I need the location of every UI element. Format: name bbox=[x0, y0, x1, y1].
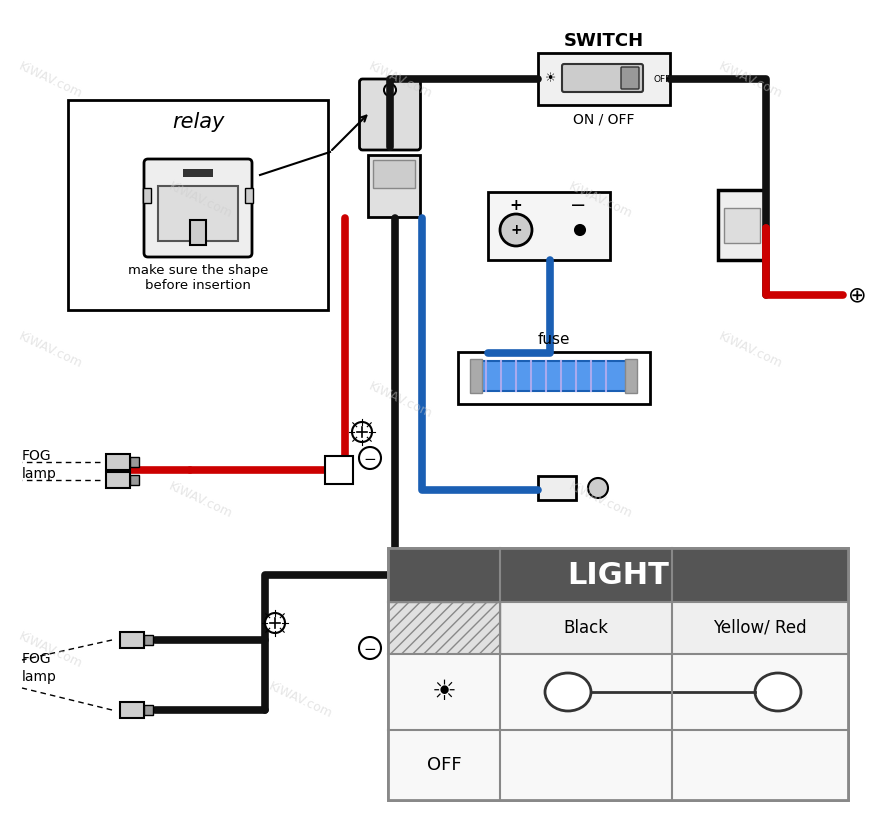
Bar bbox=[120, 632, 144, 648]
Bar bbox=[144, 635, 153, 645]
Text: KiWAV.com: KiWAV.com bbox=[715, 59, 783, 100]
Bar bbox=[388, 602, 847, 654]
Bar bbox=[388, 548, 847, 800]
Text: KiWAV.com: KiWAV.com bbox=[166, 179, 234, 220]
Text: KiWAV.com: KiWAV.com bbox=[566, 479, 634, 521]
Text: ⊕: ⊕ bbox=[847, 285, 866, 305]
Text: Yellow/ Red: Yellow/ Red bbox=[713, 619, 806, 637]
Bar bbox=[182, 169, 213, 177]
Text: +: + bbox=[509, 197, 521, 213]
Text: KiWAV.com: KiWAV.com bbox=[566, 179, 634, 220]
Bar bbox=[388, 730, 847, 800]
FancyBboxPatch shape bbox=[144, 159, 252, 257]
Text: KiWAV.com: KiWAV.com bbox=[17, 329, 83, 371]
Text: −: − bbox=[569, 196, 586, 214]
Bar bbox=[624, 359, 636, 393]
Text: KiWAV.com: KiWAV.com bbox=[715, 629, 783, 671]
Bar bbox=[475, 361, 630, 391]
Bar bbox=[457, 352, 649, 404]
Text: FOG
lamp: FOG lamp bbox=[22, 449, 56, 481]
Bar bbox=[120, 702, 144, 718]
Text: KiWAV.com: KiWAV.com bbox=[166, 479, 234, 521]
Bar bbox=[129, 475, 139, 485]
Circle shape bbox=[383, 84, 395, 96]
Circle shape bbox=[359, 447, 381, 469]
Bar bbox=[717, 190, 765, 260]
Text: OFF: OFF bbox=[653, 74, 670, 83]
Bar bbox=[325, 456, 353, 484]
Circle shape bbox=[359, 637, 381, 659]
Bar bbox=[368, 155, 420, 217]
Circle shape bbox=[352, 422, 372, 442]
Text: KiWAV.com: KiWAV.com bbox=[266, 680, 334, 720]
Bar bbox=[245, 188, 253, 203]
Text: LIGHT: LIGHT bbox=[567, 561, 668, 589]
Bar bbox=[537, 476, 575, 500]
Bar bbox=[129, 457, 139, 467]
Circle shape bbox=[500, 214, 531, 246]
Bar bbox=[388, 654, 847, 730]
Text: KiWAV.com: KiWAV.com bbox=[566, 680, 634, 720]
Bar bbox=[144, 705, 153, 715]
Text: FOG
lamp: FOG lamp bbox=[22, 652, 56, 684]
Bar bbox=[158, 186, 238, 240]
Bar bbox=[68, 100, 328, 310]
Text: KiWAV.com: KiWAV.com bbox=[17, 59, 83, 100]
Circle shape bbox=[587, 478, 607, 498]
Bar bbox=[106, 472, 129, 488]
Bar bbox=[189, 220, 206, 245]
Circle shape bbox=[574, 225, 584, 235]
FancyBboxPatch shape bbox=[561, 64, 642, 92]
Bar bbox=[488, 192, 609, 260]
Text: ☀: ☀ bbox=[431, 678, 456, 706]
Text: +: + bbox=[509, 223, 521, 237]
Text: ON / OFF: ON / OFF bbox=[573, 112, 634, 126]
Bar bbox=[388, 548, 847, 800]
Bar bbox=[143, 188, 151, 203]
Bar bbox=[388, 548, 847, 602]
Ellipse shape bbox=[754, 673, 800, 711]
Text: fuse: fuse bbox=[537, 332, 569, 346]
Text: −: − bbox=[363, 642, 376, 657]
Bar bbox=[723, 208, 760, 243]
Text: ☀: ☀ bbox=[545, 73, 556, 86]
Text: KiWAV.com: KiWAV.com bbox=[715, 329, 783, 371]
Bar bbox=[106, 454, 129, 470]
Bar bbox=[469, 359, 481, 393]
Text: Black: Black bbox=[563, 619, 607, 637]
Text: SWITCH: SWITCH bbox=[563, 32, 643, 50]
Text: OFF: OFF bbox=[426, 756, 461, 774]
Text: KiWAV.com: KiWAV.com bbox=[366, 59, 434, 100]
Text: −: − bbox=[363, 452, 376, 467]
Text: KiWAV.com: KiWAV.com bbox=[366, 380, 434, 421]
Text: KiWAV.com: KiWAV.com bbox=[17, 629, 83, 671]
Text: make sure the shape
before insertion: make sure the shape before insertion bbox=[128, 264, 268, 292]
Bar bbox=[373, 160, 415, 188]
FancyBboxPatch shape bbox=[359, 79, 420, 150]
Bar bbox=[388, 602, 500, 654]
Ellipse shape bbox=[544, 673, 590, 711]
Circle shape bbox=[265, 613, 285, 633]
Text: relay: relay bbox=[171, 112, 224, 132]
FancyBboxPatch shape bbox=[620, 67, 638, 89]
Bar bbox=[537, 53, 669, 105]
